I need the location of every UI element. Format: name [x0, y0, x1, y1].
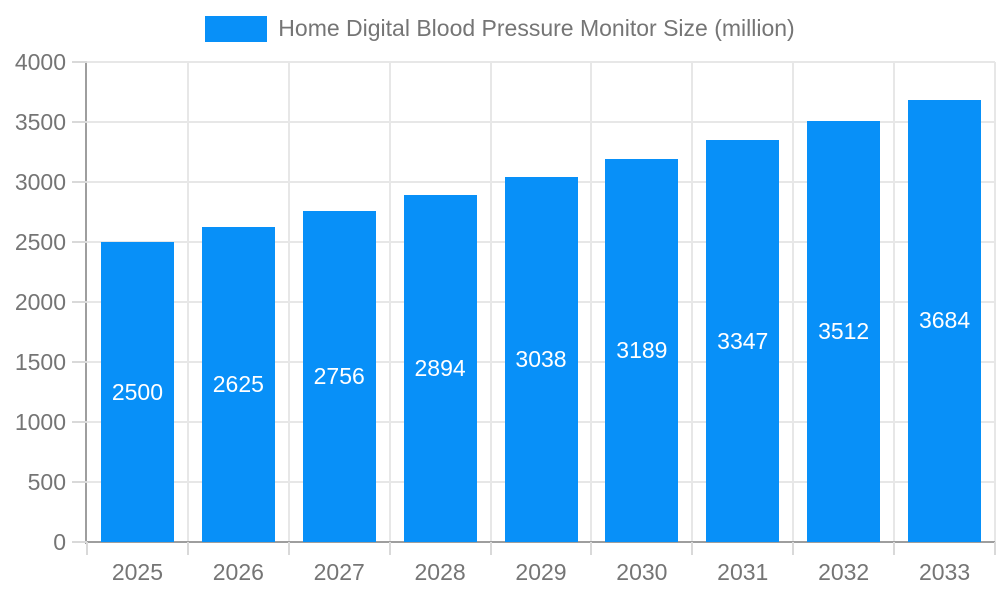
gridline-horizontal: [87, 61, 995, 63]
bar-2026: 2625: [201, 227, 275, 542]
y-axis-tick-label: 500: [27, 469, 66, 495]
gridline-vertical: [590, 62, 593, 542]
y-axis-tick: [72, 181, 87, 183]
bar-value-label: 3684: [918, 307, 971, 334]
bar-value-label: 3038: [515, 346, 567, 373]
bar-value-label: 2756: [313, 363, 365, 390]
x-axis-tick-label: 2028: [414, 559, 466, 585]
x-axis-tick: [691, 542, 694, 555]
y-axis-tick: [72, 421, 87, 423]
gridline-vertical: [186, 62, 189, 542]
gridline-vertical: [489, 62, 492, 542]
legend-item[interactable]: Home Digital Blood Pressure Monitor Size…: [0, 15, 1000, 42]
x-axis-tick-label: 2029: [515, 559, 567, 585]
y-axis-tick: [72, 541, 87, 543]
x-axis-tick: [893, 542, 896, 555]
y-axis-tick-label: 3000: [14, 169, 66, 195]
y-axis-tick: [72, 121, 87, 123]
bar-2030: 3189: [605, 159, 679, 542]
y-axis-tick-label: 0: [53, 529, 66, 555]
bar-value-label: 3189: [616, 337, 668, 364]
y-axis-tick-label: 3500: [14, 109, 66, 135]
y-axis-tick-label: 4000: [14, 49, 66, 75]
y-axis-tick-label: 1500: [14, 349, 66, 375]
x-axis-tick-label: 2027: [313, 559, 365, 585]
y-axis-tick: [72, 361, 87, 363]
legend-swatch-icon: [205, 15, 268, 42]
gridline-vertical: [994, 62, 996, 542]
y-axis-tick: [72, 61, 87, 63]
x-axis-tick-label: 2032: [818, 559, 870, 585]
x-axis-tick: [287, 542, 290, 555]
plot-area: 2500 2625 2756 2894 3038 3189 3347 3512 3684: [85, 61, 996, 544]
y-axis-tick-label: 2500: [14, 229, 66, 255]
x-axis-tick-label: 2026: [212, 559, 264, 585]
bar-2027: 2756: [302, 211, 376, 542]
bar-2031: 3347: [706, 140, 780, 542]
gridline-vertical: [893, 62, 896, 542]
bar-2032: 3512: [807, 120, 881, 542]
x-axis-line: [85, 541, 995, 543]
y-axis-tick: [72, 301, 87, 303]
bar-value-label: 3347: [717, 327, 769, 354]
bar-2029: 3038: [504, 177, 578, 542]
bar-2028: 2894: [403, 194, 477, 542]
y-axis-tick-label: 1000: [14, 409, 66, 435]
bar-value-label: 2894: [414, 354, 466, 381]
x-axis-tick: [489, 542, 492, 555]
x-axis-tick-label: 2033: [918, 559, 971, 585]
x-axis-tick: [86, 542, 88, 555]
x-axis-tick: [590, 542, 593, 555]
x-axis-tick: [792, 542, 795, 555]
bar-value-label: 2500: [111, 378, 164, 405]
bar-2025: 2500: [100, 242, 174, 542]
y-axis-tick: [72, 481, 87, 483]
gridline-vertical: [287, 62, 290, 542]
gridline-horizontal: [87, 121, 995, 123]
x-axis-tick-label: 2031: [717, 559, 769, 585]
y-axis-tick-label: 2000: [14, 289, 66, 315]
x-axis-tick: [994, 542, 996, 555]
x-axis-tick: [186, 542, 189, 555]
y-axis-line: [85, 62, 87, 544]
y-axis-tick: [72, 241, 87, 243]
x-axis-tick-label: 2025: [111, 559, 164, 585]
bar-2033: 3684: [908, 99, 982, 542]
legend-label: Home Digital Blood Pressure Monitor Size…: [278, 15, 795, 41]
x-axis-tick: [388, 542, 391, 555]
gridline-vertical: [792, 62, 795, 542]
gridline-vertical: [388, 62, 391, 542]
bar-value-label: 3512: [818, 317, 870, 344]
gridline-vertical: [691, 62, 694, 542]
x-axis-tick-label: 2030: [616, 559, 668, 585]
bar-value-label: 2625: [212, 371, 264, 397]
